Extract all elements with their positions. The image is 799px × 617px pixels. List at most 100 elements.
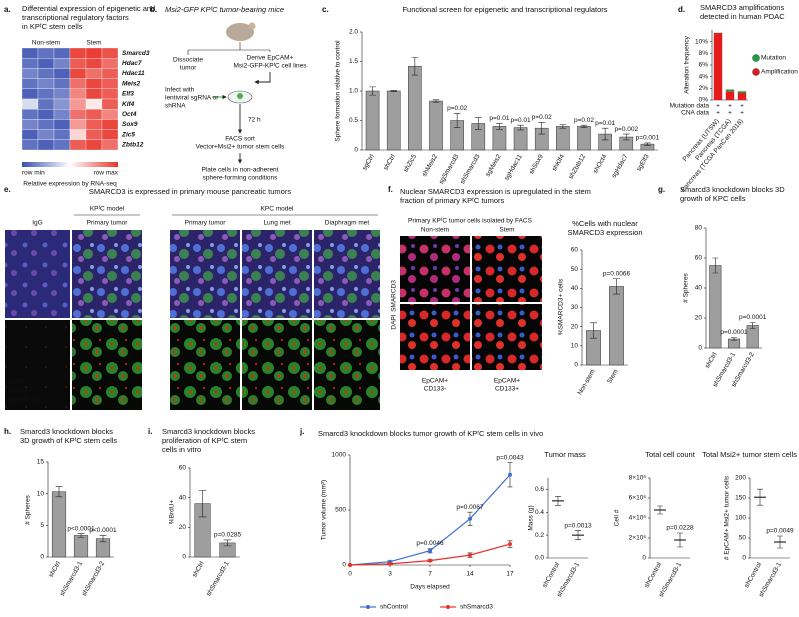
gate-label: CD133+ [495,386,519,393]
legend-label: shSmarcd3 [460,604,493,611]
p-value: p=0.0066 [603,270,631,277]
micrograph [472,236,542,302]
profile-label: CNA data [681,110,709,117]
y-tick-label: 0 [40,554,44,561]
micrograph [242,230,312,318]
x-tick-label: shCtrl [48,560,63,579]
y-tick-label: 0 [698,345,702,352]
heatmap-cell [85,98,103,110]
y-tick-label: 50 [739,535,747,542]
row-label: Oct4 [122,111,137,118]
heatmap-cell [85,68,103,79]
heatmap-cell [85,58,103,69]
y-tick-label: 1.5 [349,58,358,65]
panel-letter: f. [388,185,393,194]
y-tick-label: 2% [699,85,709,92]
x-tick-label: shSox9 [528,153,545,176]
panel-letter: e. [4,185,11,194]
p-value: p=0.0046 [416,540,444,547]
legend-swatch [752,68,760,76]
bar [577,126,591,151]
error-bar [580,124,588,128]
x-tick-label: shZic5 [402,153,418,173]
heatmap-cell [37,139,55,151]
micrograph [5,320,70,410]
error-bar [777,535,783,549]
error-bar [77,533,85,538]
panel-letter: i. [148,427,152,436]
point [428,558,432,563]
panel-letter: g. [658,185,665,194]
heatmap-cell [69,58,87,69]
heatmap-cell [21,68,39,79]
error-bar [757,488,763,506]
heatmap-cell [101,47,119,59]
heatmap-cell [53,78,71,89]
x-axis-label: Days elapsed [410,584,450,591]
column-label: Stem [499,227,514,234]
row-label: Elf3 [122,91,134,98]
bar [746,325,759,349]
y-tick-label: 40 [179,494,187,501]
panel-title: Smarcd3 knockdown blocks tumor growth of… [318,429,543,438]
bar-segment [725,91,735,100]
heatmap-cell [85,139,103,151]
arrow [254,72,271,85]
y-axis-label: %BrdU+ [169,500,176,525]
error-bar [453,113,461,128]
p-value: p=0.0043 [496,454,524,461]
y-tick-label: 1.0 [349,88,358,95]
heatmap-cell [69,47,87,59]
x-tick-label: 14 [466,571,474,578]
y-tick-label: 5 [40,522,44,529]
point [428,548,432,553]
step-label: 72 h [248,117,261,124]
y-axis-label: # Spheres [25,494,32,524]
heatmap-cell [21,98,39,110]
colorbar-label: row min [22,170,45,177]
gate-label: CD133- [424,386,446,393]
micrograph [242,320,312,410]
y-tick-label: 150 [735,495,746,502]
x-tick-label: shControl [541,561,561,589]
error-bar [369,86,376,96]
heatmap-cell [69,88,87,100]
chart-title: Total cell count [645,450,696,459]
heatmap-cell [37,98,55,110]
row-label: Meis2 [122,80,140,87]
heatmap-cell [37,109,55,120]
x-tick-label: sgHdac11 [503,153,524,182]
p-value: p=0.0013 [564,522,592,529]
panel-title: Nuclear SMARCD3 expression is upregulate… [400,187,591,196]
error-bar [390,90,397,92]
step-label: Infect with [165,87,195,94]
y-tick-label: 50 [571,266,579,273]
y-tick-label: 0 [342,562,346,569]
chart-title: SMARCD3 expression [567,228,642,237]
x-tick-label: shSmarcd3-1 [205,560,231,597]
heatmap-cell [21,129,39,140]
heatmap-cell [21,109,39,120]
micrograph [72,230,142,318]
legend-label: Amplification [761,69,798,76]
heatmap-cell [21,78,39,89]
error-bar [559,124,567,129]
profile-mark: + [716,110,720,117]
chart-title: Total Msi2+ tumor stem cells [702,450,797,459]
stain-legend: DAPI [391,314,398,329]
heatmap-cell [69,119,87,130]
error-bar [575,530,581,541]
y-tick-label: 2×10⁶ [629,535,647,542]
error-bar [677,532,683,548]
y-tick-label: 0.0 [535,555,544,562]
p-value: p=0.002 [614,126,638,133]
p-value: p<0.0001 [89,527,117,534]
y-tick-label: 20 [571,323,579,330]
column-group-label: Non-stem [32,40,60,47]
error-bar [589,322,598,339]
heatmap-cell [37,58,55,69]
y-tick-label: 60 [695,255,703,262]
p-value: p=0.0001 [739,314,767,321]
